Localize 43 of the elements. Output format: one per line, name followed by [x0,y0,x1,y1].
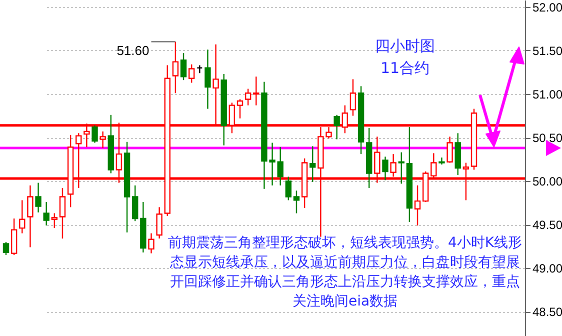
candlestick [132,184,138,222]
candlestick [35,182,42,213]
y-tick-label: 49.00 [532,262,562,276]
candlestick [310,146,316,183]
candlestick [350,78,356,116]
candlestick [438,156,445,166]
y-tick-label: 48.50 [532,305,562,320]
candlestick [172,41,179,94]
y-tick-label: 49.50 [532,218,562,232]
annotation: 前期震荡三角整理形态破坏，短线表现强势。4小时K线形态显示短线承压，以及逼近前期压力位，白盘时段有望展开回踩修正并确认三角形态上沿压力转换支撑效应，重点关注晚间eia数据 [168,235,522,310]
y-tick-label: 50.00 [532,174,562,189]
candlestick [10,218,18,256]
candlestick [51,212,58,229]
candlestick [27,184,34,248]
candlestick [148,232,154,254]
candlestick [196,64,203,74]
candlestick [188,64,195,84]
candlestick [180,52,187,81]
candlestick [414,184,421,226]
candlestick [253,76,260,106]
candlestick [19,200,26,234]
candlestick [43,201,50,226]
candlestick [398,152,404,184]
candlestick [236,98,244,119]
candlestick [334,114,340,140]
y-tick-label: 51.00 [532,88,562,102]
candlestick [446,136,453,164]
candlestick [244,88,252,106]
candlestick [92,124,98,144]
y-tick-label: 51.50 [532,44,562,58]
candlestick [59,187,66,240]
candlestick [2,241,10,256]
candlestick [156,206,162,240]
y-tick-label: 50.50 [532,131,562,146]
text: 11合约 [380,59,430,77]
candlestick [285,176,292,201]
candlestick [293,190,300,214]
candlestick [204,49,211,110]
y-tick-label: 52.00 [532,0,562,14]
text: 四小时图 [375,37,435,55]
candlestick [382,156,388,181]
candlestick [100,130,106,149]
annotation: 51.60 [116,42,150,58]
